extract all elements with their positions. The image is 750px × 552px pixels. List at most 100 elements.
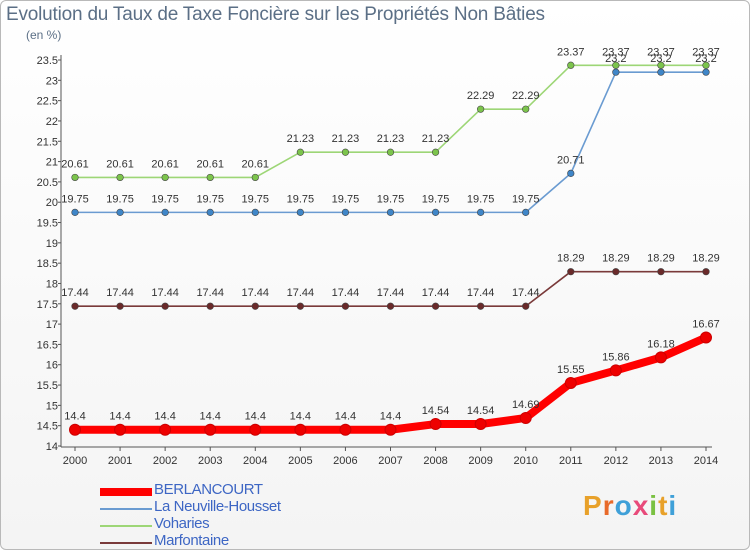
data-point [71, 173, 79, 182]
data-label: 14.4 [245, 411, 266, 423]
y-tick-label: 23.5 [37, 55, 58, 67]
x-tick-label: 2012 [604, 455, 628, 467]
data-label: 17.44 [151, 287, 179, 299]
data-label: 20.61 [61, 158, 89, 170]
data-point [71, 208, 79, 216]
x-tick-label: 2000 [63, 455, 87, 467]
data-point [612, 61, 620, 69]
data-point [522, 105, 530, 113]
data-label: 19.75 [422, 193, 450, 205]
data-point [386, 208, 395, 216]
x-tick-label: 2004 [243, 455, 267, 467]
data-point [341, 148, 350, 156]
data-point [249, 423, 262, 436]
proxiti-logo: Proxiti [583, 490, 677, 522]
data-label: 17.44 [106, 287, 134, 299]
data-label: 19.75 [512, 193, 540, 205]
y-tick-label: 18 [46, 278, 58, 290]
data-label: 23.2 [605, 53, 626, 65]
data-point [702, 61, 710, 69]
data-label: 14.4 [109, 411, 130, 423]
data-point [206, 302, 214, 310]
data-label: 15.55 [557, 364, 585, 376]
data-point [116, 208, 124, 216]
data-label: 17.44 [512, 287, 540, 299]
x-tick-label: 2005 [288, 455, 312, 467]
data-point [116, 173, 124, 182]
data-point [654, 351, 667, 364]
data-label: 17.44 [196, 287, 224, 299]
data-point [612, 268, 620, 276]
legend-label: La Neuville-Housset [154, 498, 281, 515]
axes: 14 14.5 15 15.5 16 16.5 17 17.5 18 18.5 19 19.5 20 20… [37, 55, 718, 467]
data-point [251, 302, 259, 310]
data-point [431, 208, 440, 216]
data-point [477, 105, 485, 113]
data-label: 23.37 [692, 46, 720, 58]
data-point [474, 418, 487, 431]
data-label: 14.4 [380, 411, 401, 423]
data-label: 20.61 [151, 158, 179, 170]
data-point [386, 302, 395, 310]
x-tick-label: 2011 [559, 455, 583, 467]
data-point [296, 208, 304, 216]
data-label: 17.44 [377, 287, 405, 299]
y-tick-label: 23 [46, 75, 58, 87]
y-tick-label: 20.5 [37, 177, 58, 189]
data-label: 23.37 [647, 46, 675, 58]
data-point [429, 418, 442, 431]
x-tick-label: 2002 [153, 455, 177, 467]
data-label: 21.23 [377, 133, 405, 145]
data-label: 21.23 [422, 133, 450, 145]
legend-swatch [100, 525, 152, 527]
logo-letter: i [668, 490, 678, 521]
data-point [522, 208, 530, 216]
logo-letter: i [649, 490, 659, 521]
y-tick-label: 19 [46, 238, 58, 250]
data-label: 16.67 [692, 319, 720, 331]
x-tick-label: 2003 [198, 455, 222, 467]
data-label: 18.29 [557, 253, 585, 265]
data-label: 23.37 [602, 46, 630, 58]
x-tick-label: 2008 [423, 455, 447, 467]
data-label: 14.4 [154, 411, 175, 423]
data-label: 14.54 [467, 405, 495, 417]
data-label: 18.29 [647, 253, 675, 265]
data-point [116, 302, 124, 310]
data-point [204, 423, 217, 436]
data-point [159, 423, 172, 436]
data-label: 14.4 [290, 411, 311, 423]
data-point [657, 268, 665, 276]
y-tick-label: 15.5 [37, 380, 58, 392]
data-label: 21.23 [287, 133, 315, 145]
data-point [567, 169, 575, 177]
data-label: 17.44 [332, 287, 360, 299]
data-label: 23.2 [695, 53, 716, 65]
data-label: 19.75 [196, 193, 224, 205]
data-label: 14.69 [512, 399, 540, 411]
data-point [609, 364, 622, 377]
y-tick-label: 22.5 [37, 96, 58, 108]
data-label: 20.61 [106, 158, 134, 170]
y-tick-label: 16.5 [37, 339, 58, 351]
data-label: 19.75 [106, 193, 134, 205]
y-tick-label: 15 [46, 400, 58, 412]
data-label: 17.44 [422, 287, 450, 299]
data-label: 22.29 [467, 90, 495, 102]
data-label: 14.4 [200, 411, 221, 423]
y-tick-label: 17 [46, 319, 58, 331]
data-point [431, 148, 440, 156]
data-label: 14.4 [335, 411, 356, 423]
data-label: 20.71 [557, 154, 585, 166]
logo-letter: r [602, 490, 615, 521]
data-point [477, 208, 485, 216]
data-label: 14.4 [64, 411, 85, 423]
data-label: 23.2 [650, 53, 671, 65]
data-label: 23.37 [557, 46, 585, 58]
data-point [522, 302, 530, 310]
data-point [161, 208, 169, 216]
x-tick-label: 2013 [649, 455, 673, 467]
chart-title: Evolution du Taux de Taxe Foncière sur l… [6, 4, 545, 25]
data-point [296, 148, 304, 156]
